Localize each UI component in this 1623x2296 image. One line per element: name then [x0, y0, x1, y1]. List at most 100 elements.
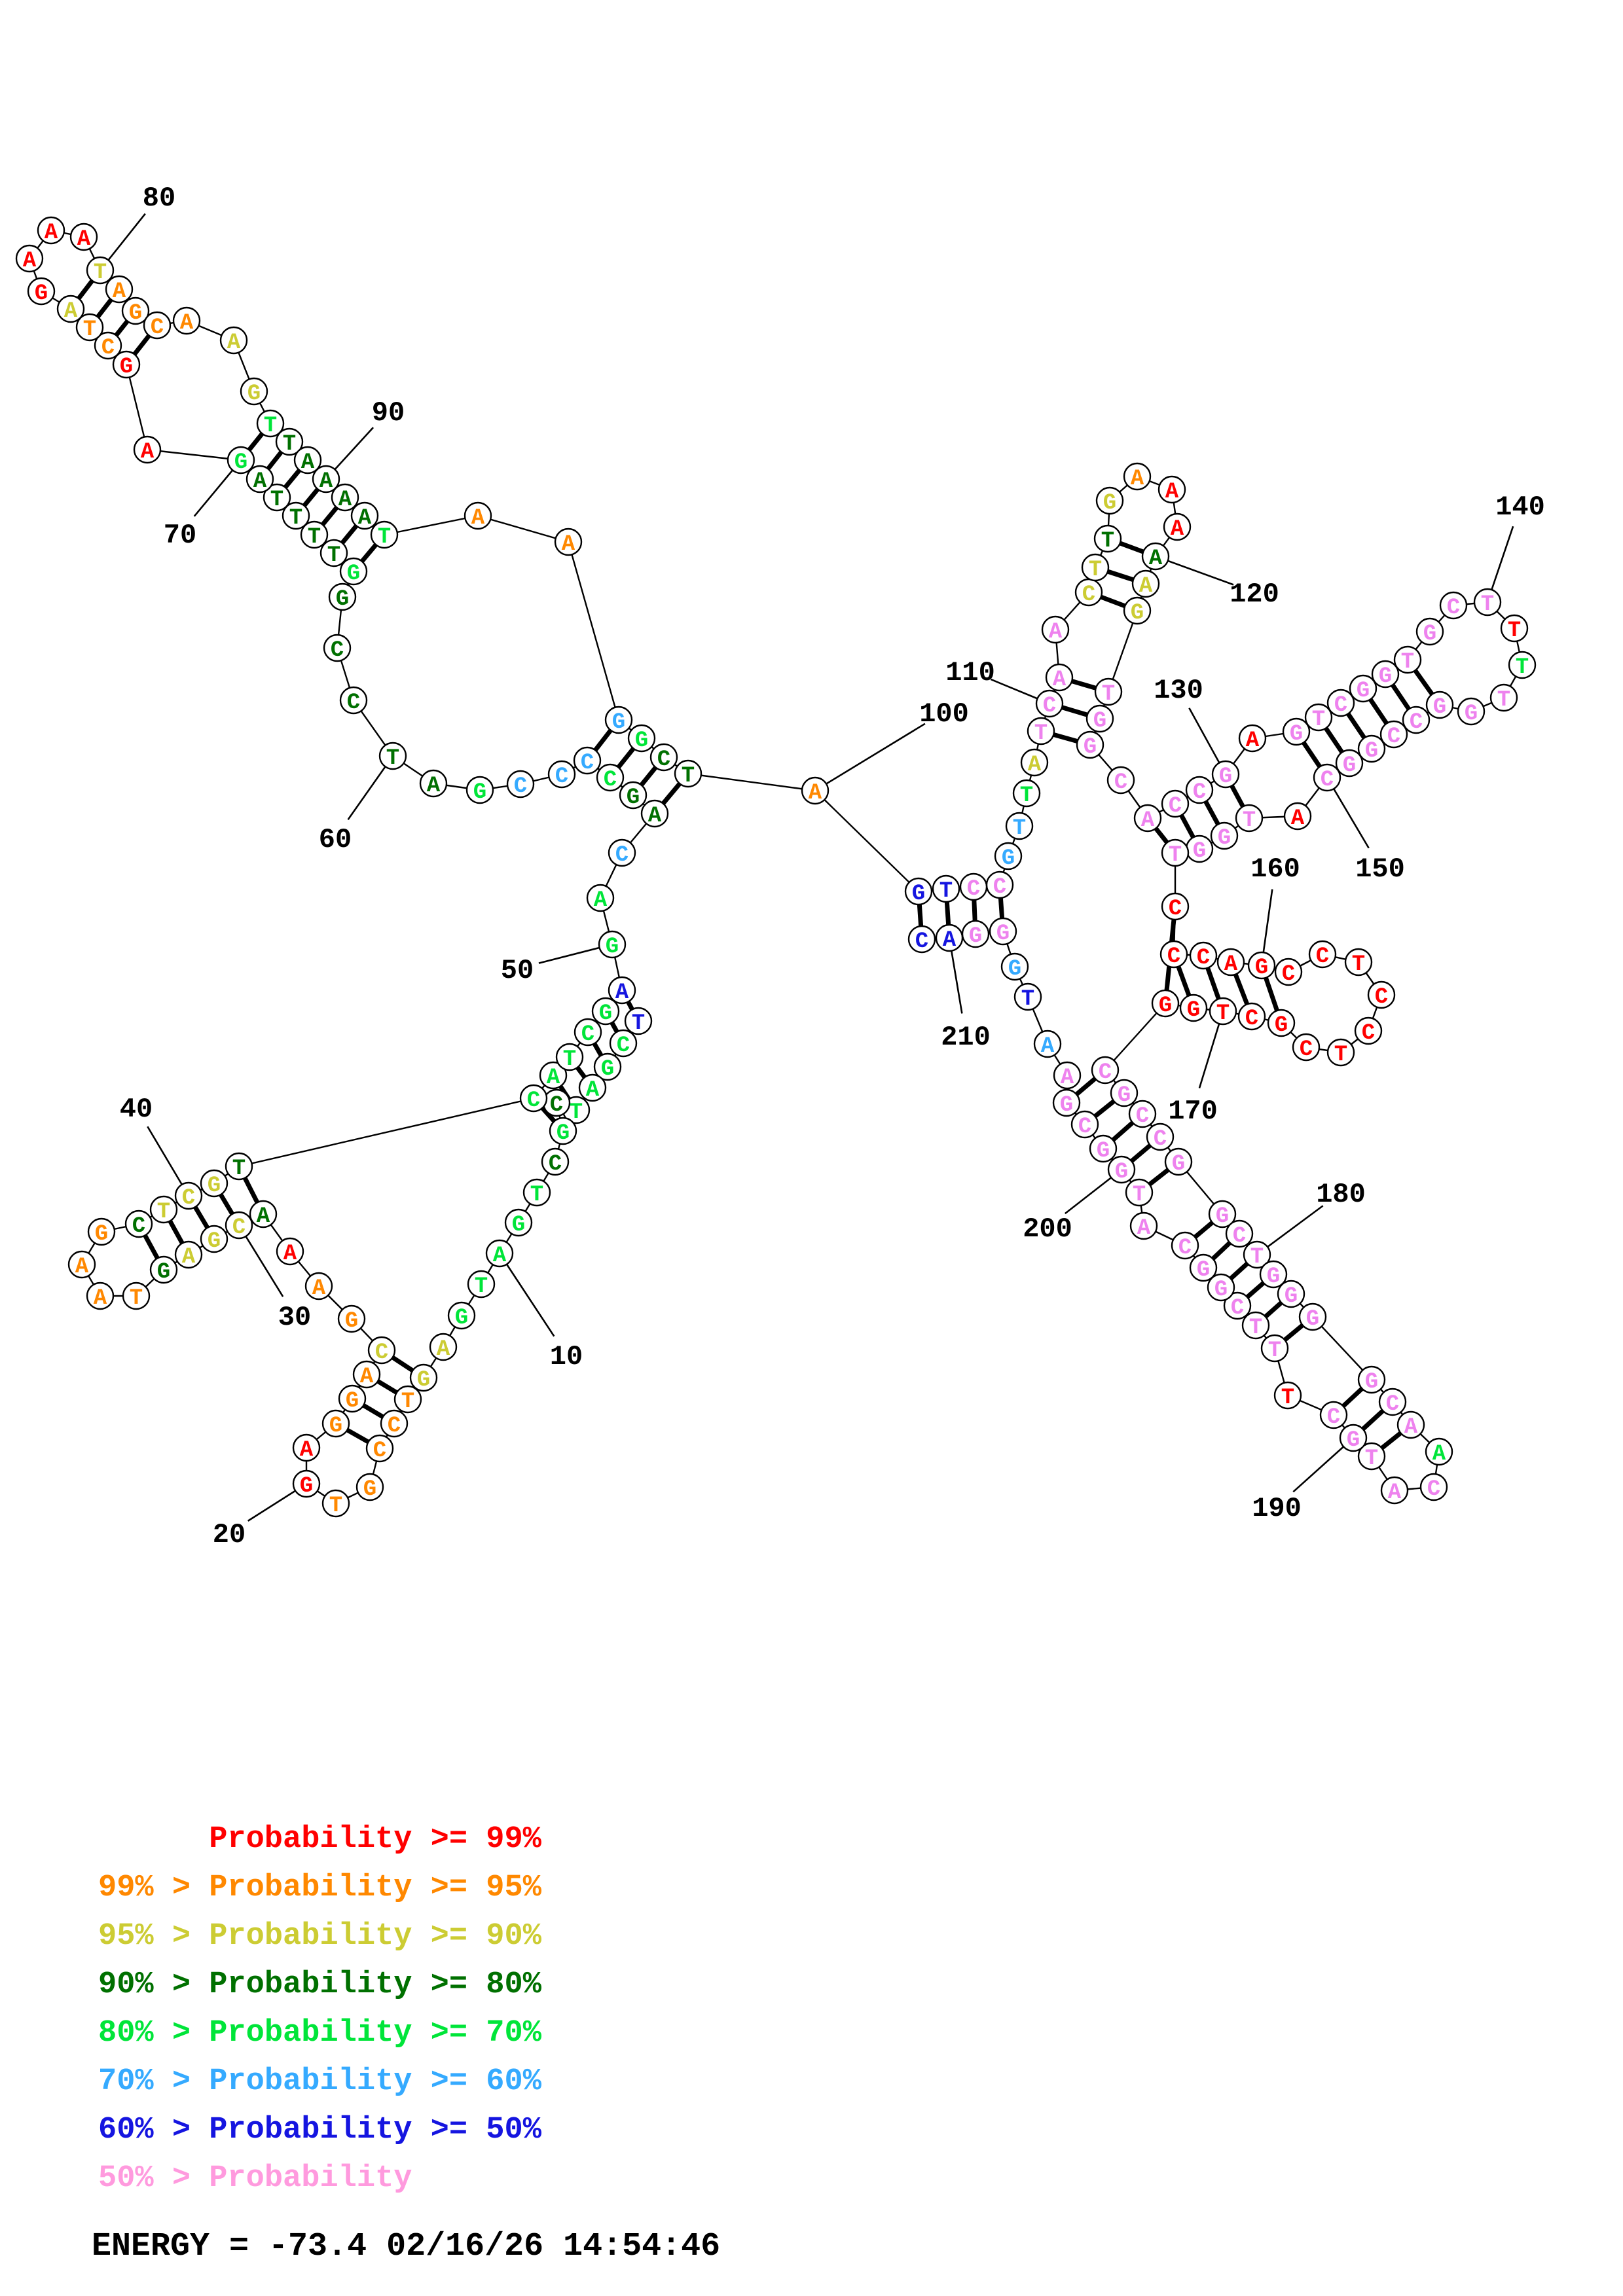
nucleotide-letter: C [550, 1093, 563, 1118]
nucleotide-circle [339, 557, 368, 586]
nucleotide-circle [1313, 763, 1341, 792]
nucleotide-letter: G [1267, 1265, 1280, 1289]
nucleotide-circle [598, 930, 627, 959]
nucleotide-letter: T [329, 1494, 342, 1518]
nucleotide-letter: G [601, 1057, 614, 1082]
nucleotide-letter: C [1427, 1477, 1440, 1502]
nucleotide-node: A [801, 776, 830, 806]
nucleotide-circle [1033, 1030, 1062, 1058]
nucleotide-letter: T [1020, 783, 1033, 808]
nucleotide-circle [1225, 1219, 1254, 1248]
nucleotide-letter: G [95, 1222, 108, 1247]
nucleotide-letter: G [417, 1368, 430, 1393]
nucleotide-letter: T [270, 488, 283, 512]
position-label: 210 [941, 1022, 991, 1053]
nucleotide-circle [1439, 591, 1468, 620]
nucleotide-node: G [409, 1363, 438, 1393]
nucleotide-node: C [367, 1336, 396, 1365]
nucleotide-letter: T [1268, 1338, 1281, 1363]
nucleotide-letter: G [1357, 679, 1370, 704]
nucleotide-circle [604, 706, 633, 734]
nucleotide-circle [409, 1363, 438, 1392]
nucleotide-circle [1208, 1200, 1237, 1229]
nucleotide-letter: C [1169, 794, 1182, 819]
nucleotide-node: A [586, 884, 615, 913]
nucleotide-letter: A [943, 928, 957, 953]
legend-row: 90% > Probability >= 80% [98, 1967, 542, 2002]
nucleotide-letter: C [581, 751, 594, 776]
nucleotide-node: T [555, 1043, 584, 1072]
nucleotide-letter: A [562, 532, 575, 557]
nucleotide-node: C [596, 763, 625, 793]
nucleotide-letter: G [300, 1474, 313, 1499]
nucleotide-node: A [1045, 663, 1074, 692]
nucleotide-letter: T [1250, 1245, 1264, 1270]
backbone-segment [1104, 1003, 1166, 1071]
nucleotide-letter: G [473, 780, 486, 805]
nucleotide-circle [1357, 1442, 1386, 1471]
nucleotide-letter: T [1249, 1316, 1262, 1340]
nucleotide-circle [609, 1029, 638, 1058]
nucleotide-circle [1089, 1134, 1118, 1163]
nucleotide-circle [350, 501, 379, 530]
nucleotide-circle [1141, 542, 1170, 571]
nucleotide-circle [1070, 1110, 1099, 1139]
nucleotide-letter: A [648, 804, 662, 829]
nucleotide-node: T [393, 1385, 422, 1414]
nucleotide-node: T [1027, 717, 1055, 746]
nucleotide-letter: G [1285, 1284, 1298, 1309]
nucleotide-node: T [1473, 588, 1502, 617]
nucleotide-circle [275, 427, 304, 456]
nucleotide-node: C [506, 770, 535, 799]
nucleotide-letter: A [360, 1365, 374, 1390]
nucleotide-node: T [1125, 1178, 1154, 1208]
nucleotide-letter: A [182, 1245, 196, 1270]
nucleotide-node: T [282, 501, 310, 531]
nucleotide-letter: A [547, 1066, 560, 1090]
nucleotide-node: G [1425, 691, 1454, 720]
nucleotide-circle [1093, 524, 1122, 553]
nucleotide-circle [319, 539, 348, 567]
nucleotide-letter: C [1321, 768, 1334, 793]
legend-row: 95% > Probability >= 90% [98, 1919, 542, 1954]
nucleotide-node: G [1085, 704, 1114, 734]
nucleotide-circle [801, 776, 830, 805]
nucleotide-node: T [370, 520, 399, 550]
nucleotide-node: A [935, 924, 964, 953]
nucleotide-letter: A [1246, 728, 1260, 753]
nucleotide-letter: T [682, 764, 695, 789]
nucleotide-circle [321, 1409, 350, 1438]
label-leader-line [814, 723, 926, 792]
nucleotide-node: G [598, 930, 627, 960]
nucleotide-letter: T [632, 1011, 645, 1036]
nucleotide-node: G [1210, 821, 1239, 851]
nucleotide-letter: G [1290, 722, 1303, 747]
nucleotide-circle [86, 1282, 115, 1310]
nucleotide-node: G [961, 920, 990, 949]
nucleotide-letter: C [182, 1186, 195, 1211]
nucleotide-node: T [1393, 645, 1422, 675]
nucleotide-node: G [504, 1208, 533, 1238]
nucleotide-circle [1053, 1061, 1082, 1090]
nucleotide-circle [292, 1469, 321, 1498]
nucleotide-node: G [1349, 674, 1377, 704]
nucleotide-node: A [105, 275, 134, 304]
nucleotide-circle [300, 520, 329, 549]
nucleotide-node: G [1457, 697, 1486, 726]
nucleotide-letter: G [1218, 826, 1231, 851]
nucleotide-node: C [959, 872, 988, 902]
nucleotide-letter: T [939, 879, 953, 904]
nucleotide-node: C [1035, 689, 1064, 719]
nucleotide-node: A [608, 976, 636, 1005]
nucleotide-node: T [263, 483, 291, 512]
nucleotide-circle [1274, 958, 1303, 986]
nucleotide-node: C [573, 746, 602, 776]
nucleotide-letter: C [1169, 897, 1182, 922]
nucleotide-circle [586, 884, 615, 912]
nucleotide-node: A [249, 1200, 278, 1229]
probability-legend: Probability >= 99% 99% > Probability >= 9… [92, 1822, 720, 2265]
nucleotide-node: G [1415, 617, 1444, 647]
nucleotide-letter: G [1093, 709, 1106, 734]
nucleotide-letter: A [1137, 1216, 1151, 1241]
